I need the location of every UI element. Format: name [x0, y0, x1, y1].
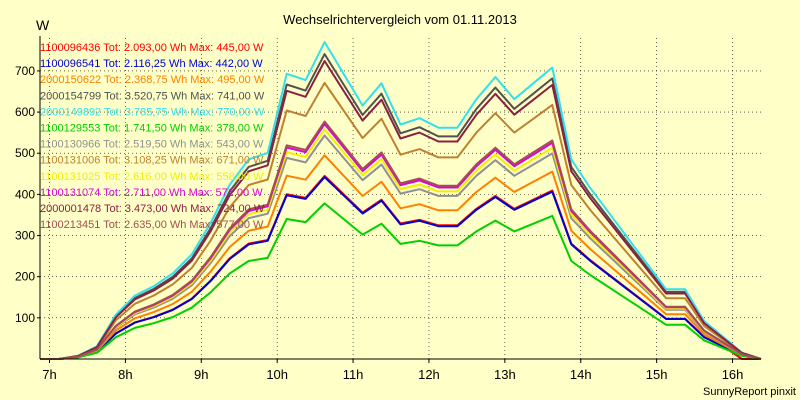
y-axis-label: W: [36, 17, 50, 33]
y-tick-label: 500: [15, 146, 35, 160]
legend-entry-2000154799: 2000154799 Tot: 3.520,75 Wh Max: 741,00 …: [40, 90, 265, 102]
x-tick-label: 12h: [418, 367, 440, 382]
y-tick-label: 600: [15, 105, 35, 119]
x-tick-label: 16h: [722, 367, 744, 382]
y-tick-label: 400: [15, 187, 35, 201]
series-line-2000149892: [40, 41, 762, 360]
series-line-1100129553: [40, 202, 762, 360]
legend-entry-2000149892: 2000149892 Tot: 3.785,75 Wh Max: 770,00 …: [40, 106, 265, 118]
series-line-2000150622: [40, 154, 762, 360]
legend-entry-1100096541: 1100096541 Tot: 2.116,25 Wh Max: 442,00 …: [40, 58, 263, 70]
y-tick-label: 300: [15, 229, 35, 243]
y-tick-label: 100: [15, 311, 35, 325]
legend-entry-2000001478: 2000001478 Tot: 3.473,00 Wh Max: 724,00 …: [40, 203, 265, 215]
series-lines: [40, 41, 762, 360]
y-tick-label: 200: [15, 270, 35, 284]
legend-entry-1100131074: 1100131074 Tot: 2.711,00 Wh Max: 571,00 …: [40, 187, 263, 199]
legend-entry-2000150622: 2000150622 Tot: 2.368,75 Wh Max: 495,00 …: [40, 74, 265, 86]
x-tick-label: 15h: [646, 367, 668, 382]
chart-title: Wechselrichtervergleich vom 01.11.2013: [283, 12, 517, 27]
x-tick-label: 11h: [343, 367, 364, 382]
y-tick-label: 700: [15, 64, 35, 78]
series-line-1100213451: [40, 120, 762, 360]
legend-entry-1100213451: 1100213451 Tot: 2.635,00 Wh Max: 577,00 …: [40, 219, 264, 231]
legend-entry-1100129553: 1100129553 Tot: 1.741,50 Wh Max: 378,00 …: [40, 123, 264, 135]
x-tick-label: 8h: [118, 367, 132, 382]
legend: 1100096436 Tot: 2.093,00 Wh Max: 445,00 …: [40, 42, 265, 231]
series-line-1100131025: [40, 128, 762, 360]
x-tick-label: 14h: [570, 367, 592, 382]
series-line-1100131006: [40, 81, 762, 360]
x-tick-label: 9h: [194, 367, 208, 382]
legend-entry-1100131025: 1100131025 Tot: 2.616,00 Wh Max: 558,00 …: [40, 171, 264, 183]
series-line-1100130966: [40, 134, 762, 360]
x-tick-label: 13h: [494, 367, 516, 382]
x-tick-labels: 7h 8h 9h 10h 11h 12h 13h 14h 15h 16h: [42, 367, 743, 382]
legend-entry-1100130966: 1100130966 Tot: 2.519,50 Wh Max: 543,00 …: [40, 139, 264, 151]
series-line-2000154799: [40, 53, 762, 360]
y-tick-labels: 100 200 300 400 500 600 700: [15, 64, 35, 325]
x-tick-label: 7h: [42, 367, 56, 382]
legend-entry-1100096436: 1100096436 Tot: 2.093,00 Wh Max: 445,00 …: [40, 42, 264, 54]
footer-credit: SunnyReport pinxit: [703, 386, 796, 398]
series-line-2000001478: [40, 60, 762, 360]
series-line-1100096541: [40, 176, 762, 360]
axes: [39, 36, 761, 360]
legend-entry-1100131006: 1100131006 Tot: 3.108,25 Wh Max: 671,00 …: [40, 155, 264, 167]
x-tick-label: 10h: [266, 367, 288, 382]
